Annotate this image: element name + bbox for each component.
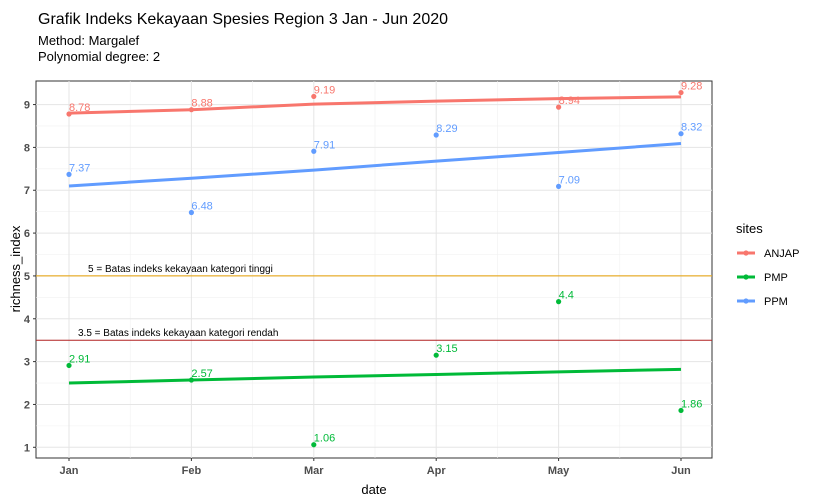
data-label-anjap: 8.88	[191, 98, 212, 110]
y-tick-label: 5	[24, 271, 30, 283]
y-axis-title: richness_index	[8, 225, 23, 312]
x-axis-title: date	[361, 482, 386, 497]
chart-subtitle-method: Method: Margalef	[38, 33, 140, 48]
legend-label-anjap: ANJAP	[764, 248, 799, 260]
point-ppm	[188, 209, 194, 216]
x-tick-label: May	[548, 465, 570, 477]
data-label-pmp: 1.86	[681, 398, 702, 410]
legend-key-point	[743, 274, 749, 280]
chart-subtitle-degree: Polynomial degree: 2	[38, 49, 160, 64]
point-anjap	[188, 107, 194, 113]
data-label-pmp: 4.4	[559, 290, 574, 302]
x-tick-label: Apr	[427, 465, 447, 477]
data-label-anjap: 9.19	[314, 84, 335, 96]
data-label-pmp: 2.91	[69, 353, 90, 365]
data-label-ppm: 6.48	[191, 201, 212, 213]
point-ppm	[433, 132, 439, 138]
point-pmp	[556, 299, 562, 305]
y-tick-label: 3	[24, 357, 30, 369]
x-tick-label: Mar	[304, 465, 324, 477]
point-pmp	[433, 352, 439, 358]
x-tick-label: Jan	[60, 465, 79, 477]
plot-panel	[35, 80, 713, 459]
y-tick-label: 2	[24, 399, 30, 411]
chart-title: Grafik Indeks Kekayaan Spesies Region 3 …	[38, 11, 448, 28]
y-tick-label: 7	[24, 185, 30, 197]
data-label-ppm: 7.37	[69, 162, 90, 174]
x-tick-label: Feb	[182, 465, 202, 477]
reference-label: 5 = Batas indeks kekayaan kategori tingg…	[88, 264, 273, 275]
legend-label-ppm: PPM	[764, 296, 788, 308]
reference-label: 3.5 = Batas indeks kekayaan kategori ren…	[78, 328, 278, 339]
data-label-pmp: 2.57	[191, 368, 212, 380]
point-ppm	[66, 171, 72, 177]
trend-line-pmp	[68, 367, 682, 385]
trend-line-anjap	[68, 95, 682, 115]
data-label-ppm: 7.09	[559, 174, 580, 186]
x-tick-label: Jun	[671, 465, 691, 477]
trend-line-ppm	[68, 142, 682, 188]
legend-key-point	[743, 250, 749, 256]
data-labels: 8.78 8.88 9.19 8.94 9.28 2.91 2.57 1.06 3.15 4.4 1…	[69, 81, 702, 445]
data-label-anjap: 8.94	[559, 95, 580, 107]
legend-title: sites	[736, 221, 763, 236]
y-tick-label: 4	[24, 314, 31, 326]
y-tick-label: 6	[24, 228, 30, 240]
y-tick-label: 1	[24, 442, 30, 454]
point-anjap	[678, 89, 684, 96]
y-axis: 1 2 3 4 5 6 7 8 9	[24, 100, 36, 454]
y-tick-label: 9	[24, 100, 30, 112]
point-pmp	[188, 377, 194, 383]
data-label-pmp: 3.15	[436, 343, 457, 355]
data-label-ppm: 7.91	[314, 139, 335, 151]
point-anjap	[556, 104, 562, 110]
point-ppm	[556, 183, 562, 189]
legend: sites ANJAP PMP PPM	[736, 221, 799, 308]
x-axis: Jan Feb Mar Apr May Jun	[60, 458, 691, 477]
point-ppm	[311, 148, 317, 154]
data-points	[66, 89, 684, 448]
legend-key-point	[743, 298, 749, 304]
point-ppm	[678, 131, 684, 137]
reference-lines: 5 = Batas indeks kekayaan kategori tingg…	[36, 264, 712, 341]
point-pmp	[66, 362, 72, 369]
data-label-ppm: 8.29	[436, 123, 457, 135]
data-label-anjap: 9.28	[681, 81, 702, 93]
point-anjap	[66, 111, 72, 117]
point-pmp	[311, 442, 317, 448]
legend-label-pmp: PMP	[764, 272, 788, 284]
point-pmp	[678, 407, 684, 414]
y-tick-label: 8	[24, 142, 30, 154]
point-anjap	[311, 93, 317, 100]
data-label-anjap: 8.78	[69, 102, 90, 114]
trend-lines	[68, 95, 682, 385]
data-label-pmp: 1.06	[314, 433, 335, 445]
data-label-ppm: 8.32	[681, 122, 702, 134]
